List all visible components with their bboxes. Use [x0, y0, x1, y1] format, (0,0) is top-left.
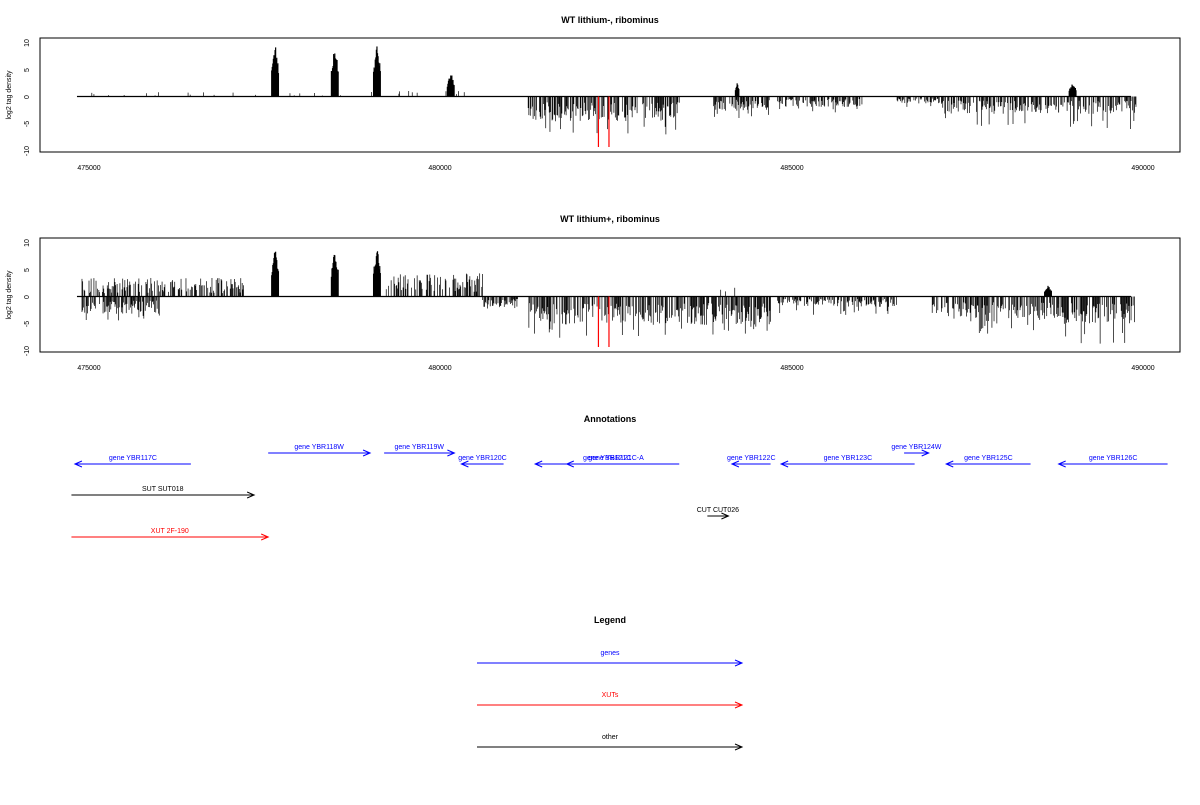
- y-tick-label: 0: [24, 95, 31, 99]
- plot-frame: [39, 237, 1181, 353]
- y-tick-label: 0: [24, 295, 31, 299]
- feature-arrow: [565, 460, 666, 468]
- feature-label: gene YBR117C: [109, 455, 157, 462]
- feature-label: XUT 2F-190: [151, 528, 189, 535]
- y-tick-label: -5: [24, 121, 31, 127]
- x-tick-label: 480000: [428, 365, 451, 372]
- legend-label: XUTs: [602, 692, 619, 699]
- feature-arrow: [904, 449, 930, 457]
- signal-bars: [76, 251, 1135, 347]
- feature-arrow: [1057, 460, 1168, 468]
- x-tick-label: 485000: [780, 365, 803, 372]
- feature-label: gene YBR120C: [458, 455, 507, 462]
- x-tick-label: 480000: [428, 165, 451, 172]
- y-tick-label: 10: [24, 239, 31, 247]
- y-tick-label: -5: [24, 321, 31, 327]
- plot-frame: [39, 37, 1181, 153]
- feature-arrow: [944, 460, 1031, 468]
- track-panel-lithium-plus: WT lithium+, ribominus log2 tag density …: [6, 214, 1181, 372]
- feature-label: gene YBR124W: [891, 444, 941, 451]
- legend-title: Legend: [594, 615, 626, 625]
- feature-arrow: [707, 512, 730, 520]
- y-tick-label: 5: [24, 68, 31, 72]
- feature-label: gene YBR123C: [824, 455, 873, 462]
- x-tick-label: 485000: [780, 165, 803, 172]
- feature-arrow: [779, 460, 915, 468]
- feature-label: gene YBR121C-A: [588, 455, 644, 462]
- y-axis-label: log2 tag density: [6, 70, 13, 120]
- feature-arrow: [730, 460, 771, 468]
- feature-label: gene YBR119W: [394, 444, 444, 451]
- signal-bars: [76, 46, 1137, 147]
- legend-label: other: [602, 734, 619, 741]
- x-ticks: 475000 480000 485000 490000: [77, 365, 1154, 372]
- feature-arrow: [73, 460, 191, 468]
- feature-list: gene YBR117C gene YBR118W gene YBR119W gene…: [71, 444, 1168, 541]
- annotations-title: Annotations: [584, 414, 637, 424]
- y-tick-label: 10: [24, 39, 31, 47]
- legend-items: genes XUTs other: [477, 650, 744, 751]
- feature-arrow: [384, 449, 456, 457]
- feature-label: gene YBR126C: [1089, 455, 1138, 462]
- feature-arrow: [268, 449, 372, 457]
- feature-label: CUT CUT026: [697, 507, 739, 514]
- panel-title: WT lithium+, ribominus: [560, 214, 660, 224]
- y-ticks: 10 5 0 -5 -10: [24, 39, 31, 156]
- legend-panel: Legend genes XUTs other: [477, 615, 744, 751]
- legend-arrow: [477, 743, 744, 751]
- x-tick-label: 475000: [77, 165, 100, 172]
- feature-label: SUT SUT018: [142, 486, 184, 493]
- feature-label: gene YBR125C: [964, 455, 1013, 462]
- y-tick-label: -10: [24, 146, 31, 156]
- track-panel-lithium-minus: WT lithium-, ribominus log2 tag density …: [6, 15, 1181, 172]
- feature-arrow: [71, 491, 256, 499]
- feature-arrow: [71, 533, 270, 541]
- legend-label: genes: [600, 650, 620, 657]
- feature-label: gene YBR121C: [583, 455, 632, 462]
- feature-label: gene YBR118W: [294, 444, 344, 451]
- x-ticks: 475000 480000 485000 490000: [77, 165, 1154, 172]
- y-tick-label: 5: [24, 268, 31, 272]
- y-ticks: 10 5 0 -5 -10: [24, 239, 31, 356]
- feature-label: gene YBR122C: [727, 455, 776, 462]
- legend-arrow: [477, 701, 744, 709]
- y-tick-label: -10: [24, 346, 31, 356]
- x-tick-label: 475000: [77, 365, 100, 372]
- legend-arrow: [477, 659, 744, 667]
- x-tick-label: 490000: [1131, 165, 1154, 172]
- x-tick-label: 490000: [1131, 365, 1154, 372]
- y-axis-label: log2 tag density: [6, 270, 13, 320]
- feature-arrow: [460, 460, 504, 468]
- panel-title: WT lithium-, ribominus: [561, 15, 659, 25]
